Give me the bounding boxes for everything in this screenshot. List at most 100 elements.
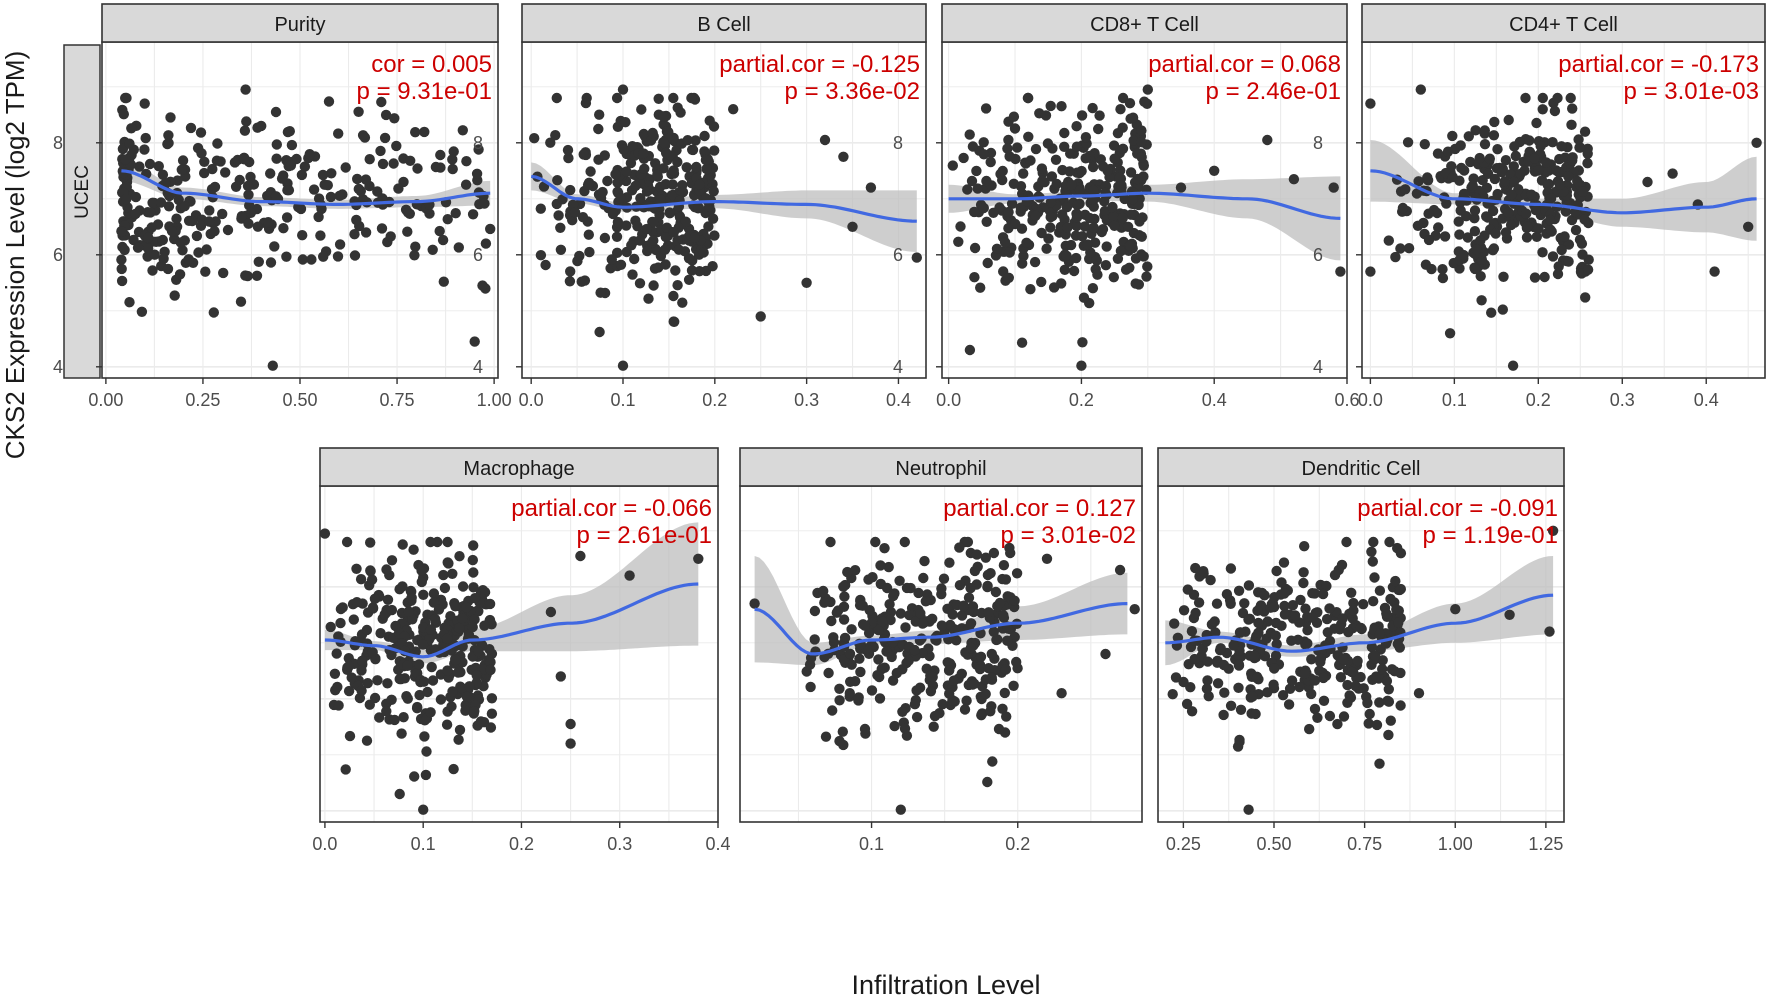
data-point (469, 336, 480, 347)
data-point (855, 666, 866, 678)
data-point (163, 130, 174, 141)
data-point (209, 226, 220, 237)
data-point (304, 149, 315, 160)
data-point (1542, 179, 1554, 191)
data-point (1130, 278, 1141, 289)
data-point (1108, 140, 1120, 151)
data-point (1080, 132, 1092, 143)
data-point (991, 243, 1003, 254)
correlation-label: partial.cor = -0.173 (1558, 51, 1759, 78)
data-point (306, 254, 317, 265)
data-point (1085, 247, 1096, 258)
data-point (169, 290, 180, 301)
data-point (879, 662, 890, 673)
data-point (457, 125, 468, 136)
data-point (386, 555, 398, 566)
data-point (1522, 221, 1533, 232)
data-point (1233, 682, 1244, 693)
data-point (1219, 687, 1230, 698)
data-point (828, 632, 839, 643)
data-point (982, 776, 993, 788)
data-point (630, 180, 641, 192)
data-point (1454, 229, 1465, 240)
data-point (1233, 585, 1245, 596)
data-point (1045, 196, 1057, 208)
data-point (1125, 167, 1137, 178)
data-point (199, 167, 210, 179)
data-point (1218, 709, 1229, 721)
data-point (356, 685, 367, 696)
data-point (1243, 804, 1254, 815)
data-point (1335, 672, 1347, 683)
data-point (980, 552, 991, 563)
data-point (658, 111, 669, 122)
data-point (936, 620, 948, 631)
data-point (1003, 206, 1014, 218)
data-point (281, 251, 292, 262)
data-point (638, 148, 649, 159)
data-point (1000, 664, 1012, 675)
data-point (1286, 675, 1298, 686)
data-point (1324, 710, 1336, 722)
data-point (1175, 182, 1187, 193)
data-point (405, 155, 416, 166)
data-point (565, 718, 576, 730)
p-value-label: p = 3.36e-02 (785, 78, 920, 105)
data-point (648, 216, 659, 228)
x-tick-label: 1.00 (1438, 834, 1473, 854)
data-point (1048, 282, 1060, 293)
data-point (1362, 697, 1373, 709)
row-strip-label: UCEC (72, 165, 93, 219)
data-point (834, 735, 845, 747)
data-point (413, 659, 425, 670)
data-point (1579, 214, 1590, 225)
data-point (834, 695, 845, 706)
data-point (1365, 98, 1376, 109)
data-point (962, 184, 973, 195)
data-point (335, 603, 347, 615)
data-point (969, 242, 981, 254)
data-point (446, 701, 457, 712)
data-point (343, 685, 355, 697)
data-point (428, 588, 440, 599)
y-tick-label: 8 (1313, 133, 1323, 153)
data-point (686, 92, 697, 104)
data-point (1009, 123, 1021, 134)
data-point (1141, 271, 1152, 282)
data-point (1309, 588, 1321, 599)
data-point (1093, 123, 1104, 135)
smooth-line (530, 174, 917, 223)
data-point (925, 686, 937, 697)
data-point (1368, 536, 1379, 548)
data-point (1510, 150, 1522, 162)
data-point (971, 165, 982, 177)
data-point (972, 183, 983, 194)
data-point (971, 549, 983, 560)
data-point (1337, 654, 1349, 665)
data-points (947, 84, 1346, 371)
data-point (1134, 216, 1145, 227)
data-point (1101, 241, 1112, 252)
data-point (179, 201, 190, 212)
data-point (682, 135, 693, 146)
data-point (664, 207, 675, 218)
data-point (1235, 627, 1246, 638)
data-point (965, 642, 976, 654)
x-tick-label: 0.2 (1526, 390, 1551, 410)
data-point (1579, 126, 1591, 137)
data-point (1029, 256, 1041, 268)
data-point (947, 609, 958, 620)
data-point (677, 297, 688, 308)
data-point (1547, 137, 1558, 148)
data-point (944, 557, 955, 568)
data-point (615, 193, 626, 204)
data-point (1481, 182, 1493, 193)
data-point (691, 161, 702, 173)
data-point (1667, 168, 1678, 179)
panel-title: Macrophage (463, 458, 574, 480)
data-point (1268, 679, 1279, 690)
data-point (947, 160, 958, 171)
data-point (647, 127, 658, 139)
data-point (119, 244, 130, 256)
data-point (562, 144, 574, 156)
